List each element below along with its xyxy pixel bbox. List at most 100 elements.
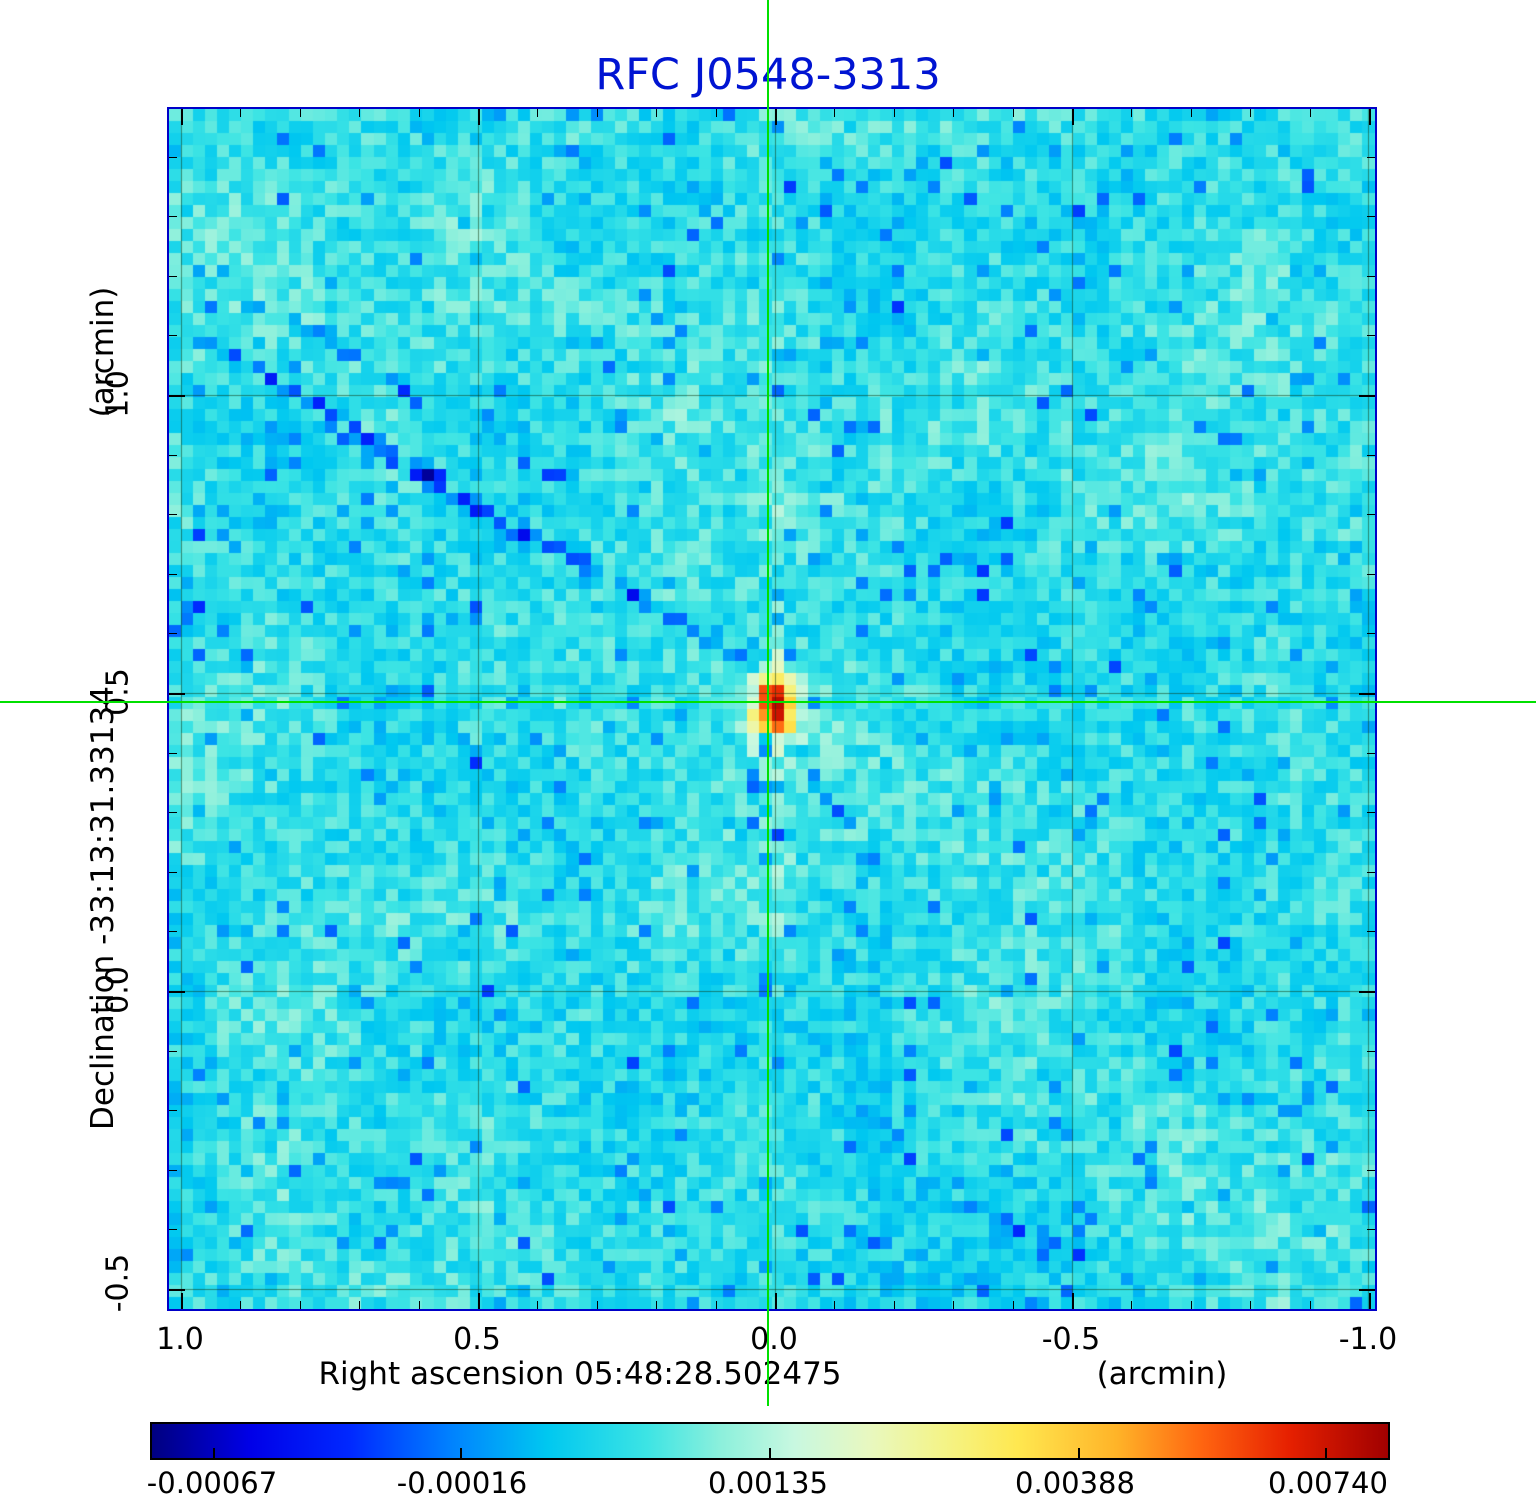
axis-tick	[359, 109, 361, 117]
axis-tick	[169, 1110, 177, 1112]
axis-tick	[1012, 109, 1014, 117]
axis-tick	[1367, 633, 1375, 635]
axis-tick	[181, 109, 183, 125]
sky-map-plot	[167, 107, 1377, 1311]
axis-tick	[1359, 1289, 1375, 1291]
axis-tick	[953, 1301, 955, 1309]
axis-tick	[169, 335, 177, 337]
axis-tick	[169, 395, 185, 397]
axis-tick	[893, 109, 895, 117]
axis-tick	[596, 1301, 598, 1309]
crosshair-vertical-line	[767, 0, 769, 1406]
axis-tick	[1359, 991, 1375, 993]
axis-tick	[953, 109, 955, 117]
axis-tick	[1367, 752, 1375, 754]
axis-tick	[478, 1293, 480, 1309]
axis-tick	[169, 1289, 185, 1291]
y-tick-label-1: 1.0	[100, 370, 136, 418]
axis-tick	[893, 1301, 895, 1309]
colorbar	[150, 1422, 1390, 1460]
axis-tick	[775, 109, 777, 125]
axis-tick	[359, 1301, 361, 1309]
axis-tick	[1190, 109, 1192, 117]
axis-tick	[169, 633, 177, 635]
colorbar-tick	[769, 1448, 771, 1458]
axis-tick	[169, 871, 177, 873]
x-tick-label-4: -0.5	[1041, 1322, 1101, 1357]
axis-tick	[1367, 1050, 1375, 1052]
axis-tick	[169, 216, 177, 218]
axis-tick	[1359, 395, 1375, 397]
axis-tick	[478, 109, 480, 125]
axis-tick	[834, 109, 836, 117]
axis-tick	[1367, 156, 1375, 158]
axis-tick	[596, 109, 598, 117]
colorbar-tick-label-1: -0.00067	[146, 1466, 278, 1500]
axis-tick	[169, 514, 177, 516]
colorbar-tick	[1325, 1448, 1328, 1458]
crosshair-horizontal-line	[0, 701, 1536, 703]
axis-tick	[715, 1301, 717, 1309]
axis-tick	[299, 1301, 301, 1309]
axis-tick	[656, 1301, 658, 1309]
axis-tick	[1367, 514, 1375, 516]
y-axis-title: Declination -33:13:31.33134	[85, 686, 121, 1130]
axis-tick	[1367, 871, 1375, 873]
axis-tick	[1190, 1301, 1192, 1309]
colorbar-tick-label-2: -0.00016	[396, 1466, 528, 1500]
axis-tick	[1369, 109, 1371, 125]
axis-tick	[169, 275, 177, 277]
axis-tick	[1367, 573, 1375, 575]
axis-tick	[1367, 812, 1375, 814]
axis-tick	[1131, 109, 1133, 117]
axis-tick	[169, 573, 177, 575]
axis-tick	[1072, 109, 1074, 125]
axis-tick	[1369, 1293, 1371, 1309]
axis-tick	[1367, 216, 1375, 218]
axis-tick	[169, 454, 177, 456]
axis-tick	[1309, 1301, 1311, 1309]
axis-tick	[1367, 1169, 1375, 1171]
colorbar-tick	[460, 1448, 462, 1458]
axis-tick	[1367, 1229, 1375, 1231]
colorbar-tick	[1078, 1448, 1080, 1458]
axis-tick	[299, 109, 301, 117]
y-tick-label-4: -0.5	[100, 1253, 136, 1313]
x-tick-label-5: -1.0	[1338, 1322, 1398, 1357]
colorbar-tick	[212, 1448, 215, 1458]
axis-tick	[169, 1229, 177, 1231]
x-axis-unit-label: (arcmin)	[1096, 1356, 1228, 1392]
colorbar-tick-label-5: 0.00740	[1268, 1466, 1388, 1500]
x-tick-label-1: 1.0	[156, 1322, 204, 1357]
axis-tick	[1367, 454, 1375, 456]
axis-tick	[240, 109, 242, 117]
axis-tick	[715, 109, 717, 117]
axis-tick	[240, 1301, 242, 1309]
axis-tick	[656, 109, 658, 117]
y-tick-label-2: 0.5	[100, 668, 136, 716]
axis-tick	[169, 931, 177, 933]
axis-tick	[418, 109, 420, 117]
axis-tick	[775, 1293, 777, 1309]
colorbar-tick-label-4: 0.00388	[1015, 1466, 1135, 1500]
axis-tick	[537, 1301, 539, 1309]
axis-tick	[1367, 335, 1375, 337]
axis-tick	[1250, 109, 1252, 117]
x-tick-label-3: 0.0	[750, 1322, 798, 1357]
y-tick-label-3: 0.0	[100, 966, 136, 1014]
axis-tick	[169, 991, 185, 993]
axis-tick	[1012, 1301, 1014, 1309]
axis-tick	[1072, 1293, 1074, 1309]
axis-tick	[169, 812, 177, 814]
x-axis-title: Right ascension 05:48:28.502475	[318, 1356, 842, 1392]
axis-tick	[169, 752, 177, 754]
axis-tick	[1250, 1301, 1252, 1309]
colorbar-tick-label-3: 0.00135	[708, 1466, 828, 1500]
axis-tick	[537, 109, 539, 117]
axis-tick	[1309, 109, 1311, 117]
axis-tick	[169, 693, 185, 695]
axis-tick	[1367, 275, 1375, 277]
axis-tick	[1367, 931, 1375, 933]
axis-tick	[1359, 693, 1375, 695]
